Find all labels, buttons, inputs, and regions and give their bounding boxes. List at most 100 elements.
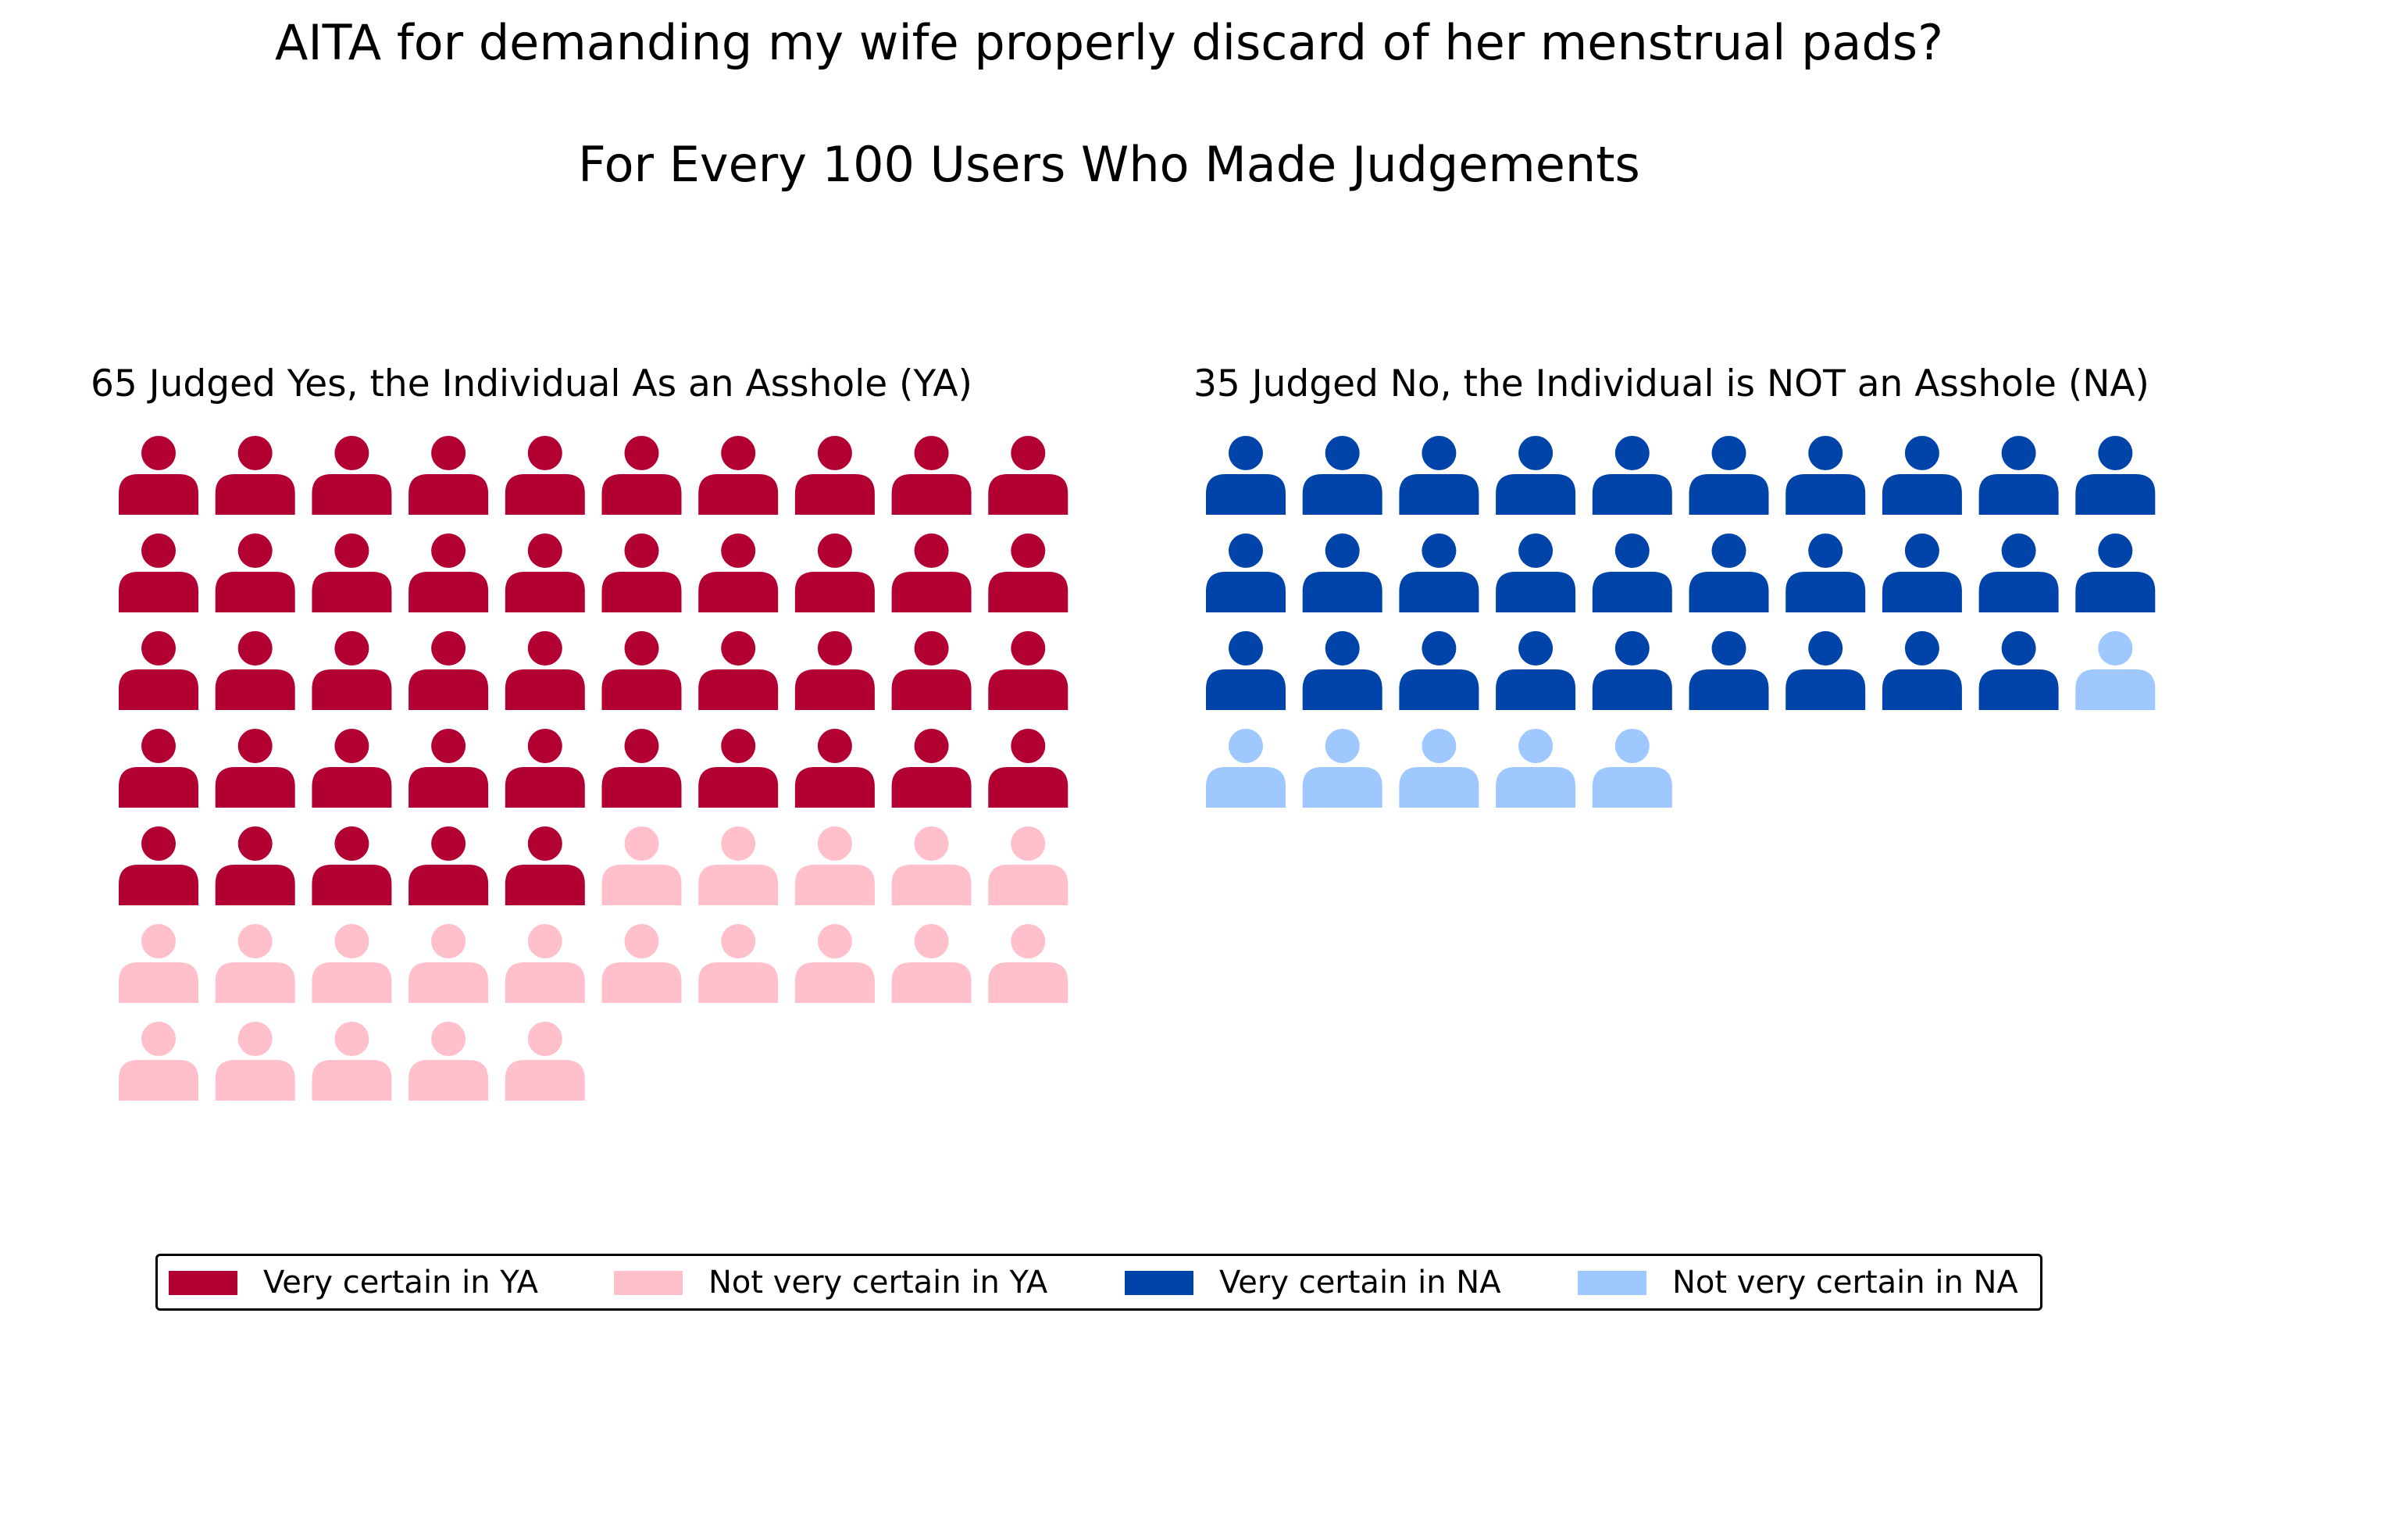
person-icon	[408, 533, 489, 612]
person-icon	[505, 729, 585, 808]
person-icon	[1206, 729, 1286, 808]
person-icon	[1592, 436, 1672, 515]
person-icon	[2075, 436, 2156, 515]
person-icon	[988, 436, 1068, 515]
person-icon	[1882, 533, 1962, 612]
person-icon	[1399, 533, 1479, 612]
person-icon	[2075, 631, 2156, 710]
person-icon	[1206, 533, 1286, 612]
person-icon	[215, 924, 295, 1003]
person-icon	[505, 436, 585, 515]
panel-title-na: 35 Judged No, the Individual is NOT an A…	[1193, 362, 2149, 405]
person-icon	[119, 436, 198, 515]
chart-subtitle: For Every 100 Users Who Made Judgements	[578, 136, 1640, 193]
person-icon	[1592, 729, 1672, 808]
person-icon	[312, 924, 392, 1003]
person-icon	[698, 924, 779, 1003]
person-icon	[505, 1022, 585, 1101]
person-icon	[601, 631, 682, 710]
person-icon	[119, 729, 198, 808]
person-icon	[1689, 631, 1769, 710]
person-icon	[1978, 631, 2059, 710]
person-icon	[601, 436, 682, 515]
person-icon	[1592, 533, 1672, 612]
person-icon	[1496, 436, 1576, 515]
person-icon	[119, 1022, 198, 1101]
person-icon	[891, 826, 972, 905]
person-icon	[794, 436, 875, 515]
person-icon	[505, 826, 585, 905]
person-icon	[312, 826, 392, 905]
person-icon	[2075, 533, 2156, 612]
person-icon	[1785, 436, 1866, 515]
person-icon	[215, 1022, 295, 1101]
person-icon	[794, 826, 875, 905]
person-icon	[794, 631, 875, 710]
person-icon	[1496, 533, 1576, 612]
person-icon	[1978, 436, 2059, 515]
person-icon	[1882, 436, 1962, 515]
person-icon	[988, 533, 1068, 612]
legend-label: Very certain in YA	[263, 1265, 538, 1301]
legend: Very certain in YA Not very certain in Y…	[155, 1254, 2042, 1311]
person-icon	[215, 533, 295, 612]
person-icon	[601, 729, 682, 808]
person-icon	[408, 436, 489, 515]
person-icon	[1689, 436, 1769, 515]
person-icon	[1302, 533, 1382, 612]
person-icon	[1399, 436, 1479, 515]
person-icon	[891, 729, 972, 808]
person-icon	[698, 826, 779, 905]
panel-title-ya: 65 Judged Yes, the Individual As an Assh…	[91, 362, 972, 405]
waffle-chart	[119, 436, 2156, 1101]
person-icon	[1206, 631, 1286, 710]
person-icon	[1302, 631, 1382, 710]
waffle-panel-na	[1206, 436, 2156, 808]
person-icon	[794, 924, 875, 1003]
person-icon	[1302, 436, 1382, 515]
chart-title: AITA for demanding my wife properly disc…	[274, 14, 1943, 71]
person-icon	[312, 729, 392, 808]
person-icon	[1882, 631, 1962, 710]
person-icon	[408, 1022, 489, 1101]
person-icon	[312, 631, 392, 710]
legend-swatch	[169, 1271, 237, 1295]
legend-label: Not very certain in NA	[1672, 1265, 2018, 1301]
person-icon	[505, 631, 585, 710]
person-icon	[408, 924, 489, 1003]
person-icon	[1978, 533, 2059, 612]
person-icon	[505, 924, 585, 1003]
person-icon	[312, 1022, 392, 1101]
person-icon	[1399, 631, 1479, 710]
person-icon	[698, 729, 779, 808]
person-icon	[1496, 631, 1576, 710]
person-icon	[1302, 729, 1382, 808]
person-icon	[601, 924, 682, 1003]
person-icon	[119, 924, 198, 1003]
person-icon	[215, 436, 295, 515]
person-icon	[119, 533, 198, 612]
person-icon	[215, 826, 295, 905]
person-icon	[119, 826, 198, 905]
person-icon	[794, 729, 875, 808]
legend-swatch	[1125, 1271, 1193, 1295]
person-icon	[601, 533, 682, 612]
waffle-panel-ya	[119, 436, 1068, 1101]
person-icon	[698, 631, 779, 710]
person-icon	[1785, 533, 1866, 612]
person-icon	[1592, 631, 1672, 710]
person-icon	[988, 631, 1068, 710]
person-icon	[698, 436, 779, 515]
person-icon	[1399, 729, 1479, 808]
person-icon	[891, 533, 972, 612]
person-icon	[988, 729, 1068, 808]
person-icon	[1496, 729, 1576, 808]
person-icon	[988, 826, 1068, 905]
person-icon	[505, 533, 585, 612]
person-icon	[119, 631, 198, 710]
person-icon	[408, 729, 489, 808]
person-icon	[698, 533, 779, 612]
person-icon	[312, 436, 392, 515]
person-icon	[408, 826, 489, 905]
person-icon	[408, 631, 489, 710]
